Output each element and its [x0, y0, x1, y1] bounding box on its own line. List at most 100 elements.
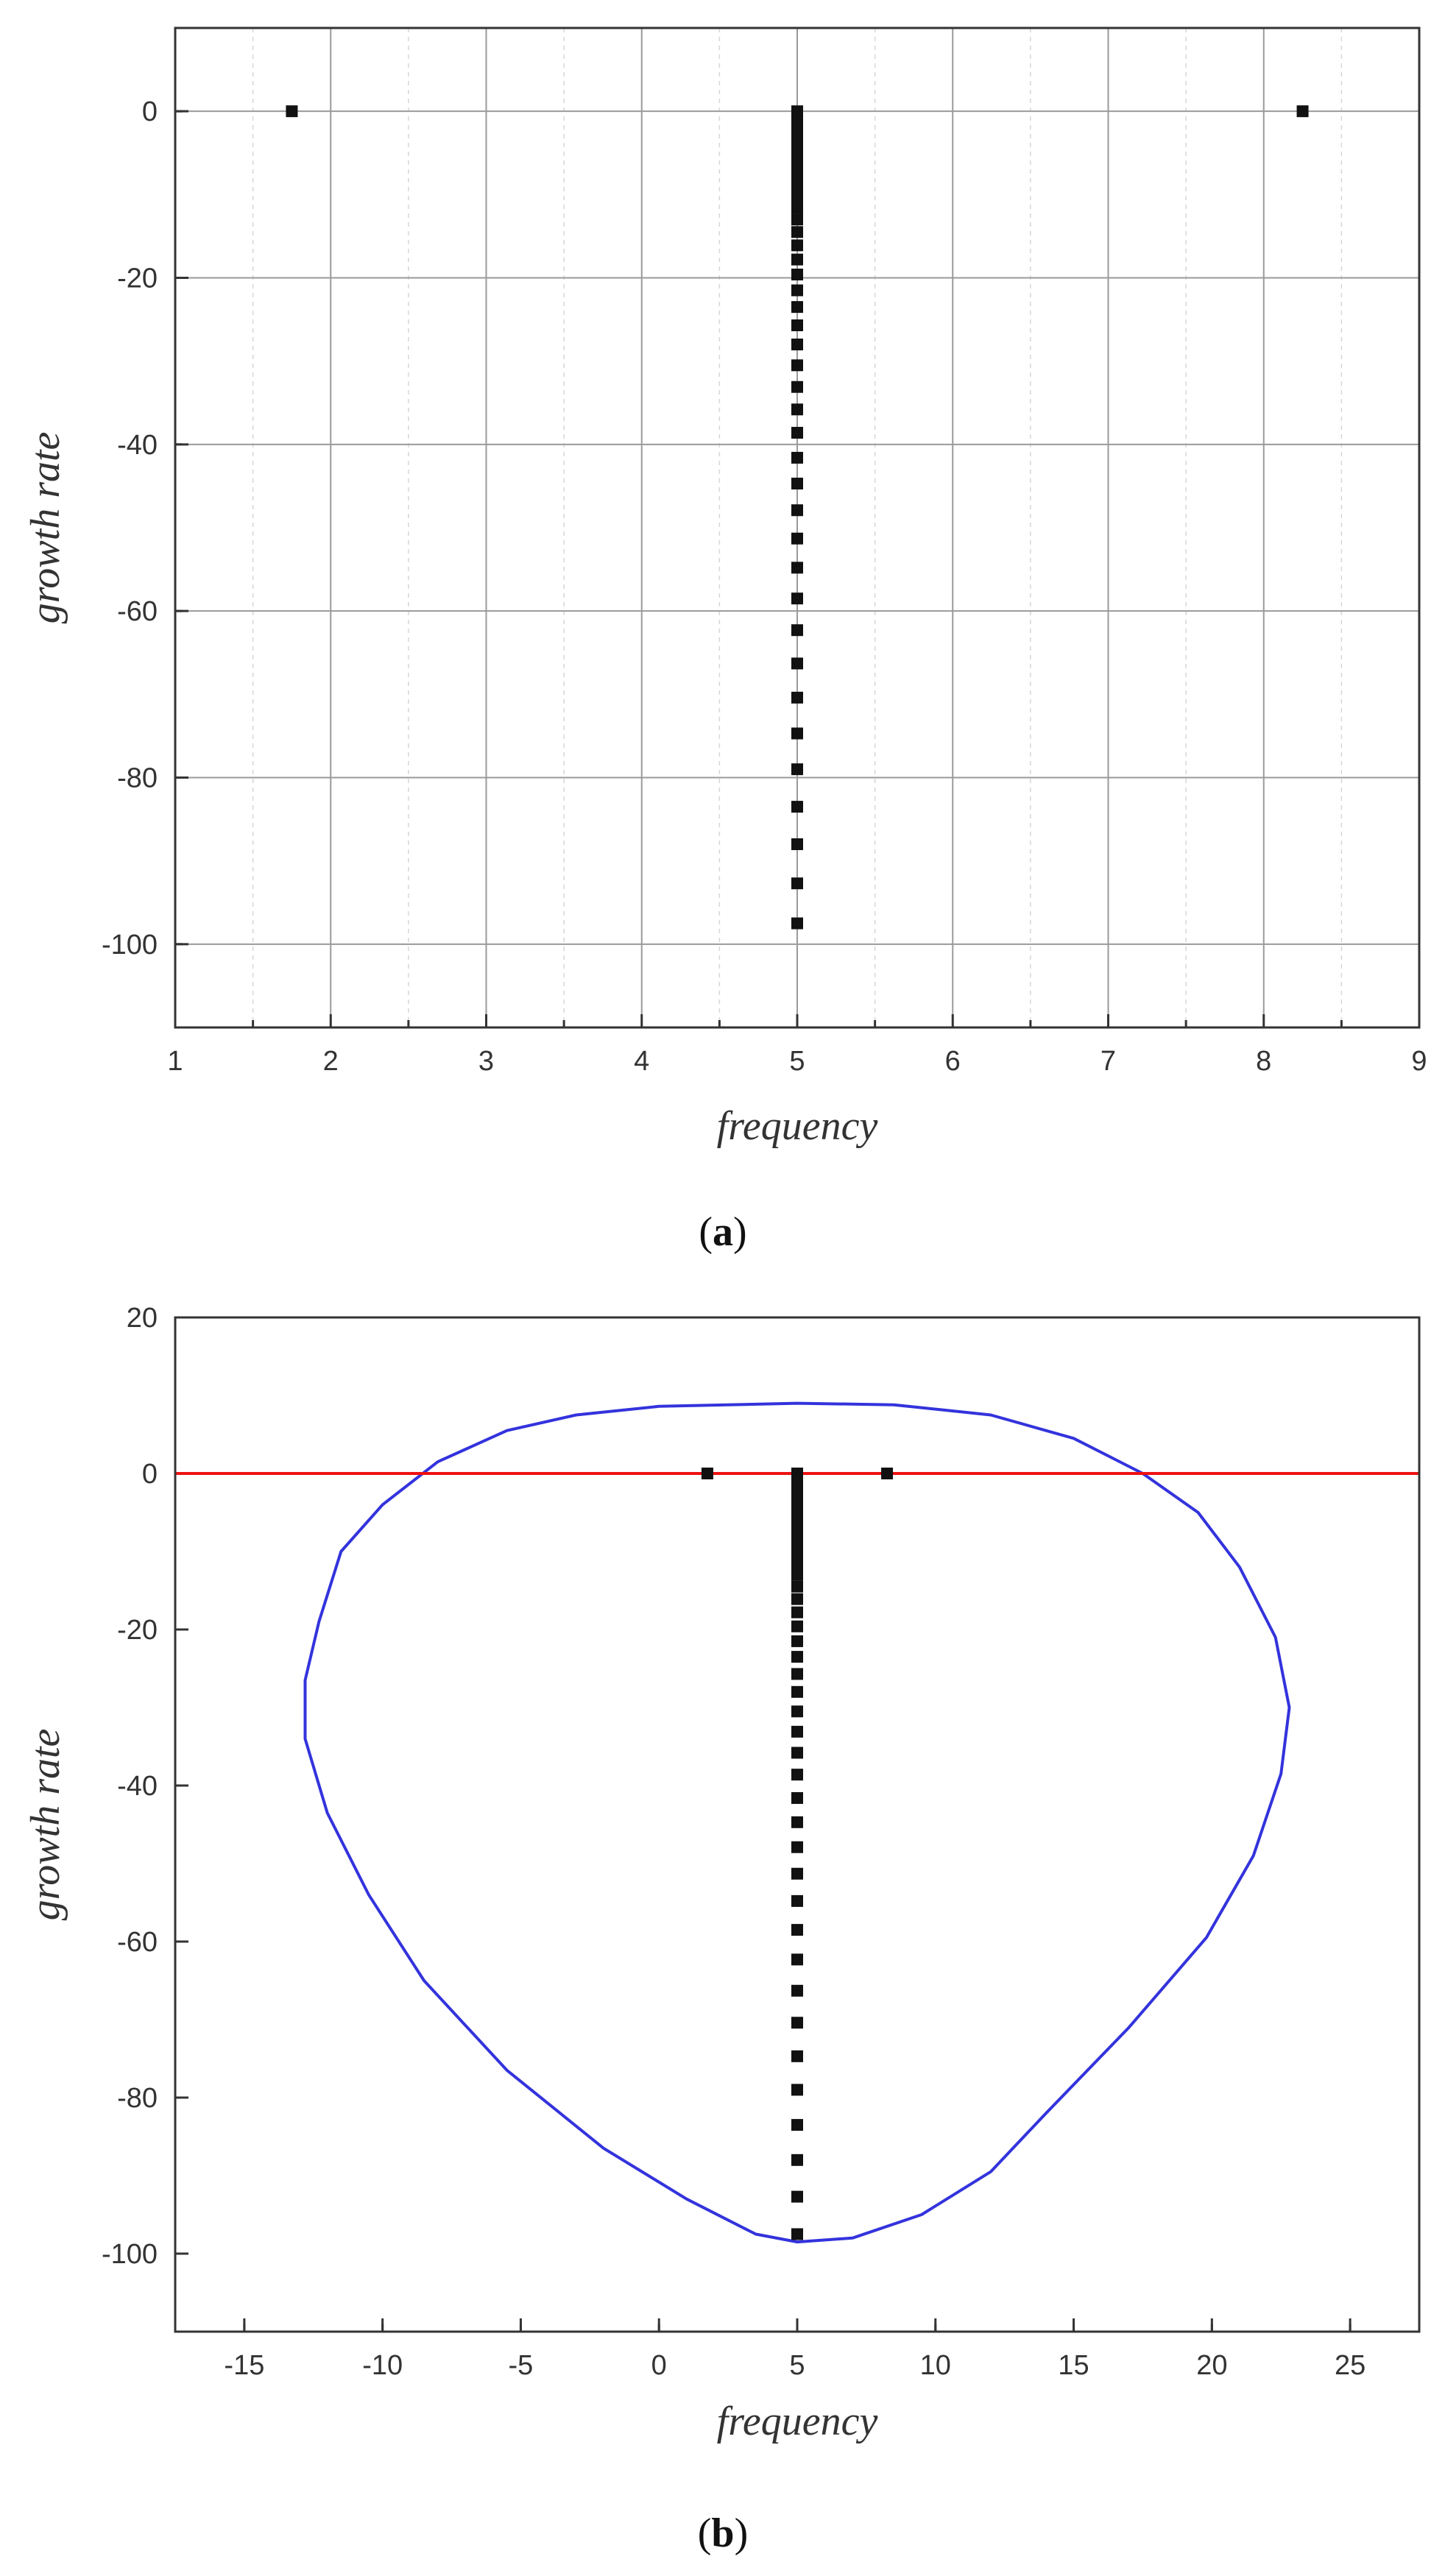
panel-a-data-point [791, 268, 803, 280]
panel-a-data-point [791, 532, 803, 545]
panel-b-y-axis-label: growth rate [23, 1729, 68, 1921]
panel-a-data-point [791, 301, 803, 314]
panel-b-letter: b [711, 2510, 734, 2556]
panel-b-ticks: -15 -10 -5 0 5 10 15 20 25 20 0 -20 -40 -60 -80 -100 [102, 1303, 1365, 2381]
panel-a-data-point [1296, 105, 1309, 118]
panel-b-data-point [791, 1924, 803, 1936]
panel-b-y-tick-label: 0 [142, 1459, 158, 1490]
panel-a-data-point [791, 657, 803, 670]
panel-b-data-point [791, 2190, 803, 2203]
panel-b-data-point [791, 1668, 803, 1680]
panel-a-data-point [286, 105, 298, 118]
panel-a-data-point [791, 917, 803, 930]
panel-b-x-tick-label: 10 [920, 2350, 951, 2381]
panel-b-y-tick-label: -40 [117, 1771, 158, 1802]
panel-a-data-point [791, 624, 803, 637]
panel-b-x-tick-label: 0 [651, 2350, 667, 2381]
panel-b-label: (b) [698, 2510, 748, 2556]
panel-a-x-tick-label: 6 [945, 1046, 961, 1077]
panel-b-x-tick-label: 15 [1058, 2350, 1089, 2381]
panel-a-ticks: 1 2 3 4 5 6 7 8 9 0 -20 -40 -60 -80 -100 [102, 96, 1427, 1077]
panel-a-data-point [791, 359, 803, 372]
panel-b-data-point [791, 1747, 803, 1759]
panel-a-x-tick-label: 3 [478, 1046, 494, 1077]
panel-b-x-tick-label: 20 [1196, 2350, 1227, 2381]
panel-a-data-points [286, 105, 1309, 930]
panel-a-letter: a [713, 1209, 733, 1255]
panel-b-data-point [791, 2084, 803, 2096]
panel-b-data-point [791, 1867, 803, 1880]
panel-a-plot-frame [174, 26, 1421, 1029]
panel-a-x-tick-label: 2 [323, 1046, 339, 1077]
panel-a-y-tick-label: -20 [117, 263, 158, 294]
panel-b-data-points [701, 1468, 894, 2240]
panel-b-data-point [791, 1606, 803, 1618]
panel-a-data-point [791, 451, 803, 464]
panel-b-x-tick-label: -10 [362, 2350, 403, 2381]
panel-b-y-tick-label: -100 [102, 2239, 158, 2270]
panel-b-data-point [791, 2119, 803, 2131]
panel-a-x-tick-label: 8 [1256, 1046, 1271, 1077]
panel-a-data-point [791, 727, 803, 740]
panel-b-data-point [701, 1468, 713, 1479]
panel-a-data-point [791, 339, 803, 351]
panel-b-data-point [791, 1538, 803, 1551]
panel-a-data-point [791, 763, 803, 776]
panel-a-data-point [791, 181, 803, 194]
panel-a-data-point [791, 284, 803, 297]
panel-a-data-point [791, 838, 803, 851]
panel-a-y-tick-label: -80 [117, 763, 158, 794]
panel-a-data-point [791, 319, 803, 332]
panel-a-chart: 1 2 3 4 5 6 7 8 9 0 -20 -40 -60 -80 -100 frequency gro… [23, 26, 1427, 1255]
panel-a-y-tick-label: 0 [142, 96, 158, 127]
panel-a-data-point [791, 381, 803, 393]
panel-b-data-point [791, 1725, 803, 1738]
panel-b-x-tick-label: 5 [789, 2350, 805, 2381]
panel-a-data-point [791, 403, 803, 416]
panel-b-data-point [791, 1557, 803, 1570]
panel-a-y-tick-label: -40 [117, 430, 158, 461]
panel-a-data-point [791, 213, 803, 226]
panel-a-x-tick-label: 7 [1100, 1046, 1116, 1077]
panel-a-x-tick-label: 4 [634, 1046, 649, 1077]
panel-b-x-axis-label: frequency [717, 2399, 878, 2444]
panel-b-data-point [791, 1953, 803, 1966]
panel-b-y-tick-label: -20 [117, 1615, 158, 1646]
panel-a-label: (a) [699, 1209, 746, 1255]
panel-a-data-point [791, 191, 803, 203]
panel-b-y-tick-label: -80 [117, 2083, 158, 2114]
panel-b-data-point [791, 2228, 803, 2240]
panel-b-x-tick-label: -15 [224, 2350, 264, 2381]
panel-a-x-tick-label: 1 [167, 1046, 183, 1077]
panel-a-y-tick-label: -60 [117, 596, 158, 627]
panel-b-data-point [791, 1769, 803, 1781]
panel-a-data-point [791, 239, 803, 252]
panel-b-data-point [791, 1593, 803, 1605]
panel-b-plot-frame [174, 1316, 1421, 2333]
panel-a-data-point [791, 691, 803, 704]
panel-a-data-point [791, 562, 803, 574]
panel-b-data-point [881, 1468, 894, 1479]
panel-a-data-point [791, 171, 803, 184]
panel-a-data-point [791, 592, 803, 605]
panel-b-data-point [791, 2050, 803, 2062]
panel-b-data-point [791, 1685, 803, 1698]
panel-a-x-tick-label: 5 [789, 1046, 805, 1077]
panel-a-data-point [791, 877, 803, 890]
panel-a-y-axis-label: growth rate [23, 432, 68, 624]
panel-b-data-point [791, 1568, 803, 1581]
panel-b-y-tick-label: -60 [117, 1927, 158, 1958]
panel-a-data-point [791, 801, 803, 813]
panel-a-x-axis-label: frequency [717, 1103, 878, 1149]
panel-b-stability-boundary-curve [303, 1401, 1291, 2244]
panel-b-data-point [791, 1816, 803, 1828]
panel-b-data-point [791, 1984, 803, 1997]
panel-b-data-point [791, 2017, 803, 2029]
panel-b-data-point [791, 1894, 803, 1907]
panel-b-y-tick-label: 20 [127, 1303, 158, 1334]
panel-a-data-point [791, 478, 803, 490]
panel-b-data-point [791, 2154, 803, 2166]
panel-a-data-point [791, 226, 803, 238]
panel-b-x-tick-label: -5 [509, 2350, 534, 2381]
